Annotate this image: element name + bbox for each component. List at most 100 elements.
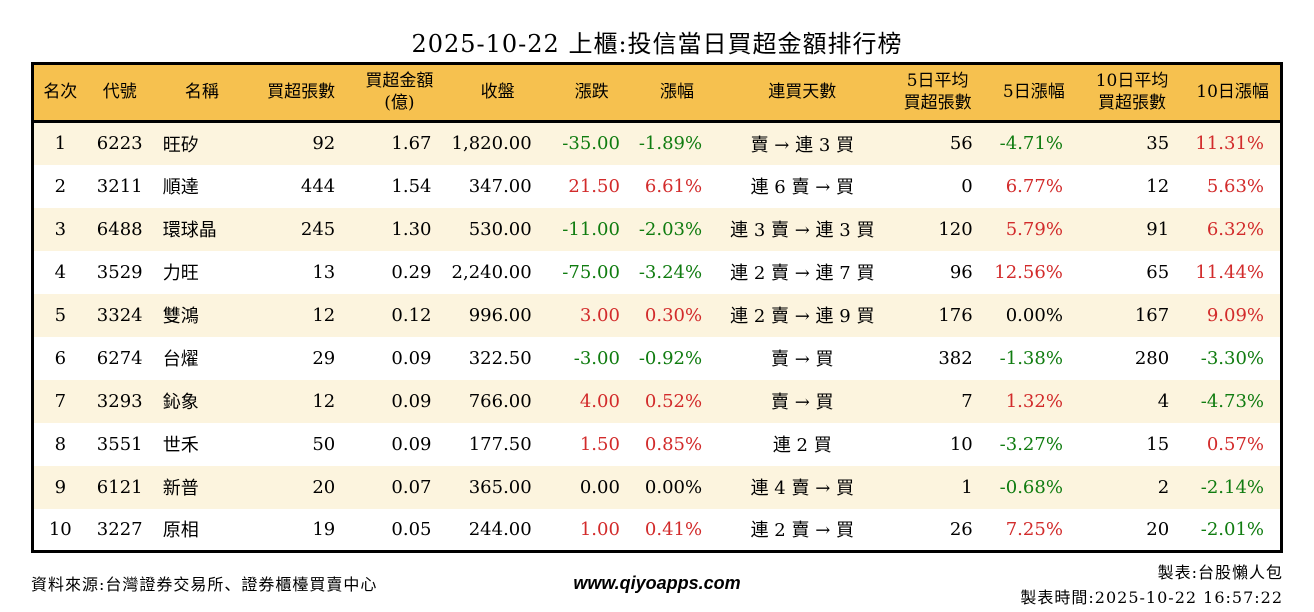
cell-volume: 19: [312, 518, 336, 540]
cell-code: 3551: [96, 433, 143, 455]
cell-pct10: -4.73%: [1200, 390, 1264, 412]
cell-rank: 5: [54, 304, 67, 326]
cell-pct5: 12.56%: [994, 261, 1063, 283]
cell-streak: 賣 → 連 3 買: [750, 134, 854, 156]
table-row: 2 3211 順達 444 1.54 347.00 21.50 6.61% 連 6 賣 → 買 0…: [32, 164, 1282, 208]
cell-avg10: 4: [1157, 390, 1170, 412]
cell-change: -75.00: [562, 261, 620, 283]
cell-streak: 連 2 賣 → 連 9 買: [730, 306, 875, 327]
cell-pct10: -2.01%: [1200, 518, 1264, 540]
cell-close: 530.00: [468, 218, 532, 240]
data-source-note: 資料來源:台灣證券交易所、證券櫃檯買賣中心: [31, 575, 378, 594]
cell-close: 1,820.00: [451, 133, 532, 155]
cell-close: 2,240.00: [451, 261, 532, 283]
table-row: 6 6274 台燿 29 0.09 322.50 -3.00 -0.92% 賣 → 買 382 -1…: [32, 336, 1282, 380]
cell-change: 3.00: [579, 304, 620, 326]
cell-rank: 10: [48, 518, 72, 540]
column-header-pct10: 10日漲幅: [1185, 63, 1282, 123]
cell-chg_pct: 0.00%: [644, 476, 703, 498]
cell-chg_pct: 0.41%: [644, 518, 703, 540]
page-title: 2025-10-22 上櫃:投信當日買超金額排行榜: [411, 30, 903, 58]
cell-avg5: 0: [961, 175, 973, 197]
cell-pct10: -2.14%: [1200, 476, 1264, 498]
cell-avg5: 176: [938, 304, 973, 326]
table-row: 4 3529 力旺 13 0.29 2,240.00 -75.00 -3.24% 連 2 賣 →…: [32, 250, 1282, 294]
cell-avg10: 20: [1146, 518, 1170, 540]
cell-pct5: 7.25%: [1005, 518, 1063, 540]
table-row: 10 3227 原相 19 0.05 244.00 1.00 0.41% 連 2 賣 → 買 26…: [32, 508, 1282, 552]
cell-change: 0.00: [579, 476, 620, 498]
column-header-pct5: 5日漲幅: [988, 63, 1079, 123]
cell-volume: 444: [300, 175, 336, 197]
website-url: www.qiyoapps.com: [573, 573, 741, 593]
cell-close: 322.50: [468, 347, 532, 369]
cell-pct5: 5.79%: [1005, 218, 1063, 240]
cell-rank: 2: [54, 175, 67, 197]
cell-rank: 1: [54, 133, 67, 155]
cell-name: 環球晶: [162, 220, 217, 241]
cell-avg5: 382: [938, 347, 973, 369]
cell-code: 6274: [96, 347, 143, 369]
cell-volume: 12: [312, 390, 336, 412]
cell-pct5: 0.00%: [1005, 304, 1063, 326]
cell-pct10: 6.32%: [1206, 218, 1264, 240]
ranking-table: 名次 代號 名稱 買超張數 買超金額 (億) 收盤 漲跌 漲幅 連買天數 5日平均 買超張數 5日漲…: [31, 62, 1283, 553]
cell-avg10: 15: [1146, 433, 1170, 455]
cell-name: 順達: [162, 177, 199, 198]
cell-avg5: 26: [949, 518, 973, 540]
cell-code: 3293: [96, 390, 143, 412]
column-header-code: 代號: [86, 63, 153, 123]
cell-code: 3529: [96, 261, 143, 283]
cell-streak: 賣 → 買: [771, 349, 834, 370]
cell-close: 766.00: [468, 390, 532, 412]
cell-change: 1.50: [579, 433, 620, 455]
cell-name: 新普: [162, 478, 199, 499]
cell-pct10: 11.44%: [1195, 261, 1264, 283]
cell-avg10: 65: [1146, 261, 1170, 283]
column-header-volume: 買超張數: [251, 63, 352, 123]
made-time-label: 製表時間:2025-10-22 16:57:22: [1020, 587, 1283, 607]
column-header-avg5: 5日平均 買超張數: [886, 63, 989, 123]
cell-chg_pct: 0.85%: [644, 433, 703, 455]
maker-block: 製表:台股懶人包 製表時間:2025-10-22 16:57:22: [1020, 561, 1283, 611]
cell-amount: 0.09: [391, 433, 432, 455]
cell-code: 6121: [96, 476, 143, 498]
table-header-row: 名次 代號 名稱 買超張數 買超金額 (億) 收盤 漲跌 漲幅 連買天數 5日平均 買超張數 5日漲…: [32, 63, 1282, 123]
cell-change: 1.00: [579, 518, 620, 540]
cell-name: 世禾: [162, 435, 199, 456]
cell-avg10: 35: [1146, 133, 1170, 155]
cell-streak: 連 4 賣 → 買: [750, 478, 854, 499]
cell-change: -3.00: [573, 347, 620, 369]
cell-volume: 12: [312, 304, 336, 326]
cell-amount: 1.67: [391, 133, 432, 155]
cell-code: 6488: [96, 218, 143, 240]
cell-name: 台燿: [162, 349, 199, 370]
cell-close: 365.00: [468, 476, 532, 498]
cell-change: -35.00: [562, 133, 620, 155]
cell-pct10: 11.31%: [1195, 133, 1264, 155]
cell-streak: 賣 → 買: [771, 392, 834, 413]
cell-code: 3211: [96, 175, 143, 197]
cell-pct10: 0.57%: [1206, 433, 1264, 455]
cell-amount: 1.30: [391, 218, 432, 240]
cell-avg5: 7: [961, 390, 973, 412]
cell-chg_pct: 0.52%: [644, 390, 703, 412]
cell-avg10: 91: [1146, 218, 1170, 240]
cell-pct10: 5.63%: [1206, 175, 1264, 197]
footer: 資料來源:台灣證券交易所、證券櫃檯買賣中心 www.qiyoapps.com 製…: [31, 561, 1283, 612]
cell-volume: 20: [312, 476, 336, 498]
cell-streak: 連 6 賣 → 買: [750, 177, 854, 198]
table-row: 8 3551 世禾 50 0.09 177.50 1.50 0.85% 連 2 買 10 -3.27…: [32, 422, 1282, 466]
cell-pct5: -3.27%: [999, 433, 1063, 455]
cell-avg10: 12: [1146, 175, 1170, 197]
cell-change: 4.00: [579, 390, 620, 412]
cell-amount: 0.29: [391, 261, 432, 283]
cell-volume: 13: [312, 261, 336, 283]
cell-volume: 245: [300, 218, 336, 240]
cell-name: 鈊象: [162, 392, 199, 413]
column-header-streak: 連買天數: [718, 63, 887, 123]
cell-rank: 9: [54, 476, 67, 498]
cell-code: 6223: [96, 133, 143, 155]
column-header-change: 漲跌: [547, 63, 636, 123]
cell-close: 996.00: [468, 304, 532, 326]
